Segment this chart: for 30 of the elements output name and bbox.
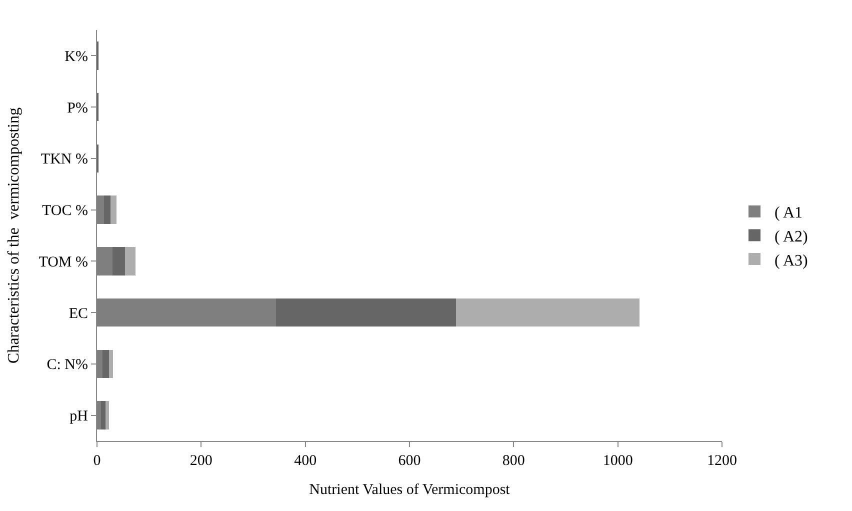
x-tick-label: 200 — [190, 453, 212, 469]
bar — [104, 196, 111, 224]
y-tick-label: P% — [67, 100, 88, 116]
bar — [101, 401, 106, 430]
bar — [105, 401, 109, 430]
bar — [108, 350, 114, 378]
x-axis-title: Nutrient Values of Vermicompost — [309, 482, 511, 498]
x-tick-label: 400 — [294, 453, 317, 469]
bar — [112, 247, 126, 276]
y-tick-label: K% — [64, 48, 88, 65]
x-tick-label: 1200 — [707, 453, 737, 469]
bar — [456, 298, 640, 327]
y-tick-label: EC — [68, 306, 88, 322]
y-tick-label: TKN % — [40, 152, 88, 168]
y-tick-label: pH — [70, 408, 88, 425]
y-tick-label: C: N% — [46, 357, 88, 374]
legend-label: ( A3) — [774, 252, 808, 270]
x-tick-label: 600 — [398, 453, 421, 469]
bar — [102, 350, 109, 378]
legend-label: ( A1 — [774, 204, 802, 222]
bar — [125, 247, 136, 276]
x-tick-label: 800 — [502, 453, 525, 469]
bar — [110, 196, 116, 224]
bar — [276, 298, 456, 327]
legend-label: ( A2) — [774, 228, 808, 246]
x-tick-label: 0 — [93, 453, 101, 469]
x-tick-label: 1000 — [602, 453, 633, 469]
y-tick-label: TOC % — [42, 203, 88, 220]
y-tick-label: TOM % — [38, 254, 88, 270]
y-axis-title: Characteristics of the vermicomposting — [6, 108, 23, 364]
